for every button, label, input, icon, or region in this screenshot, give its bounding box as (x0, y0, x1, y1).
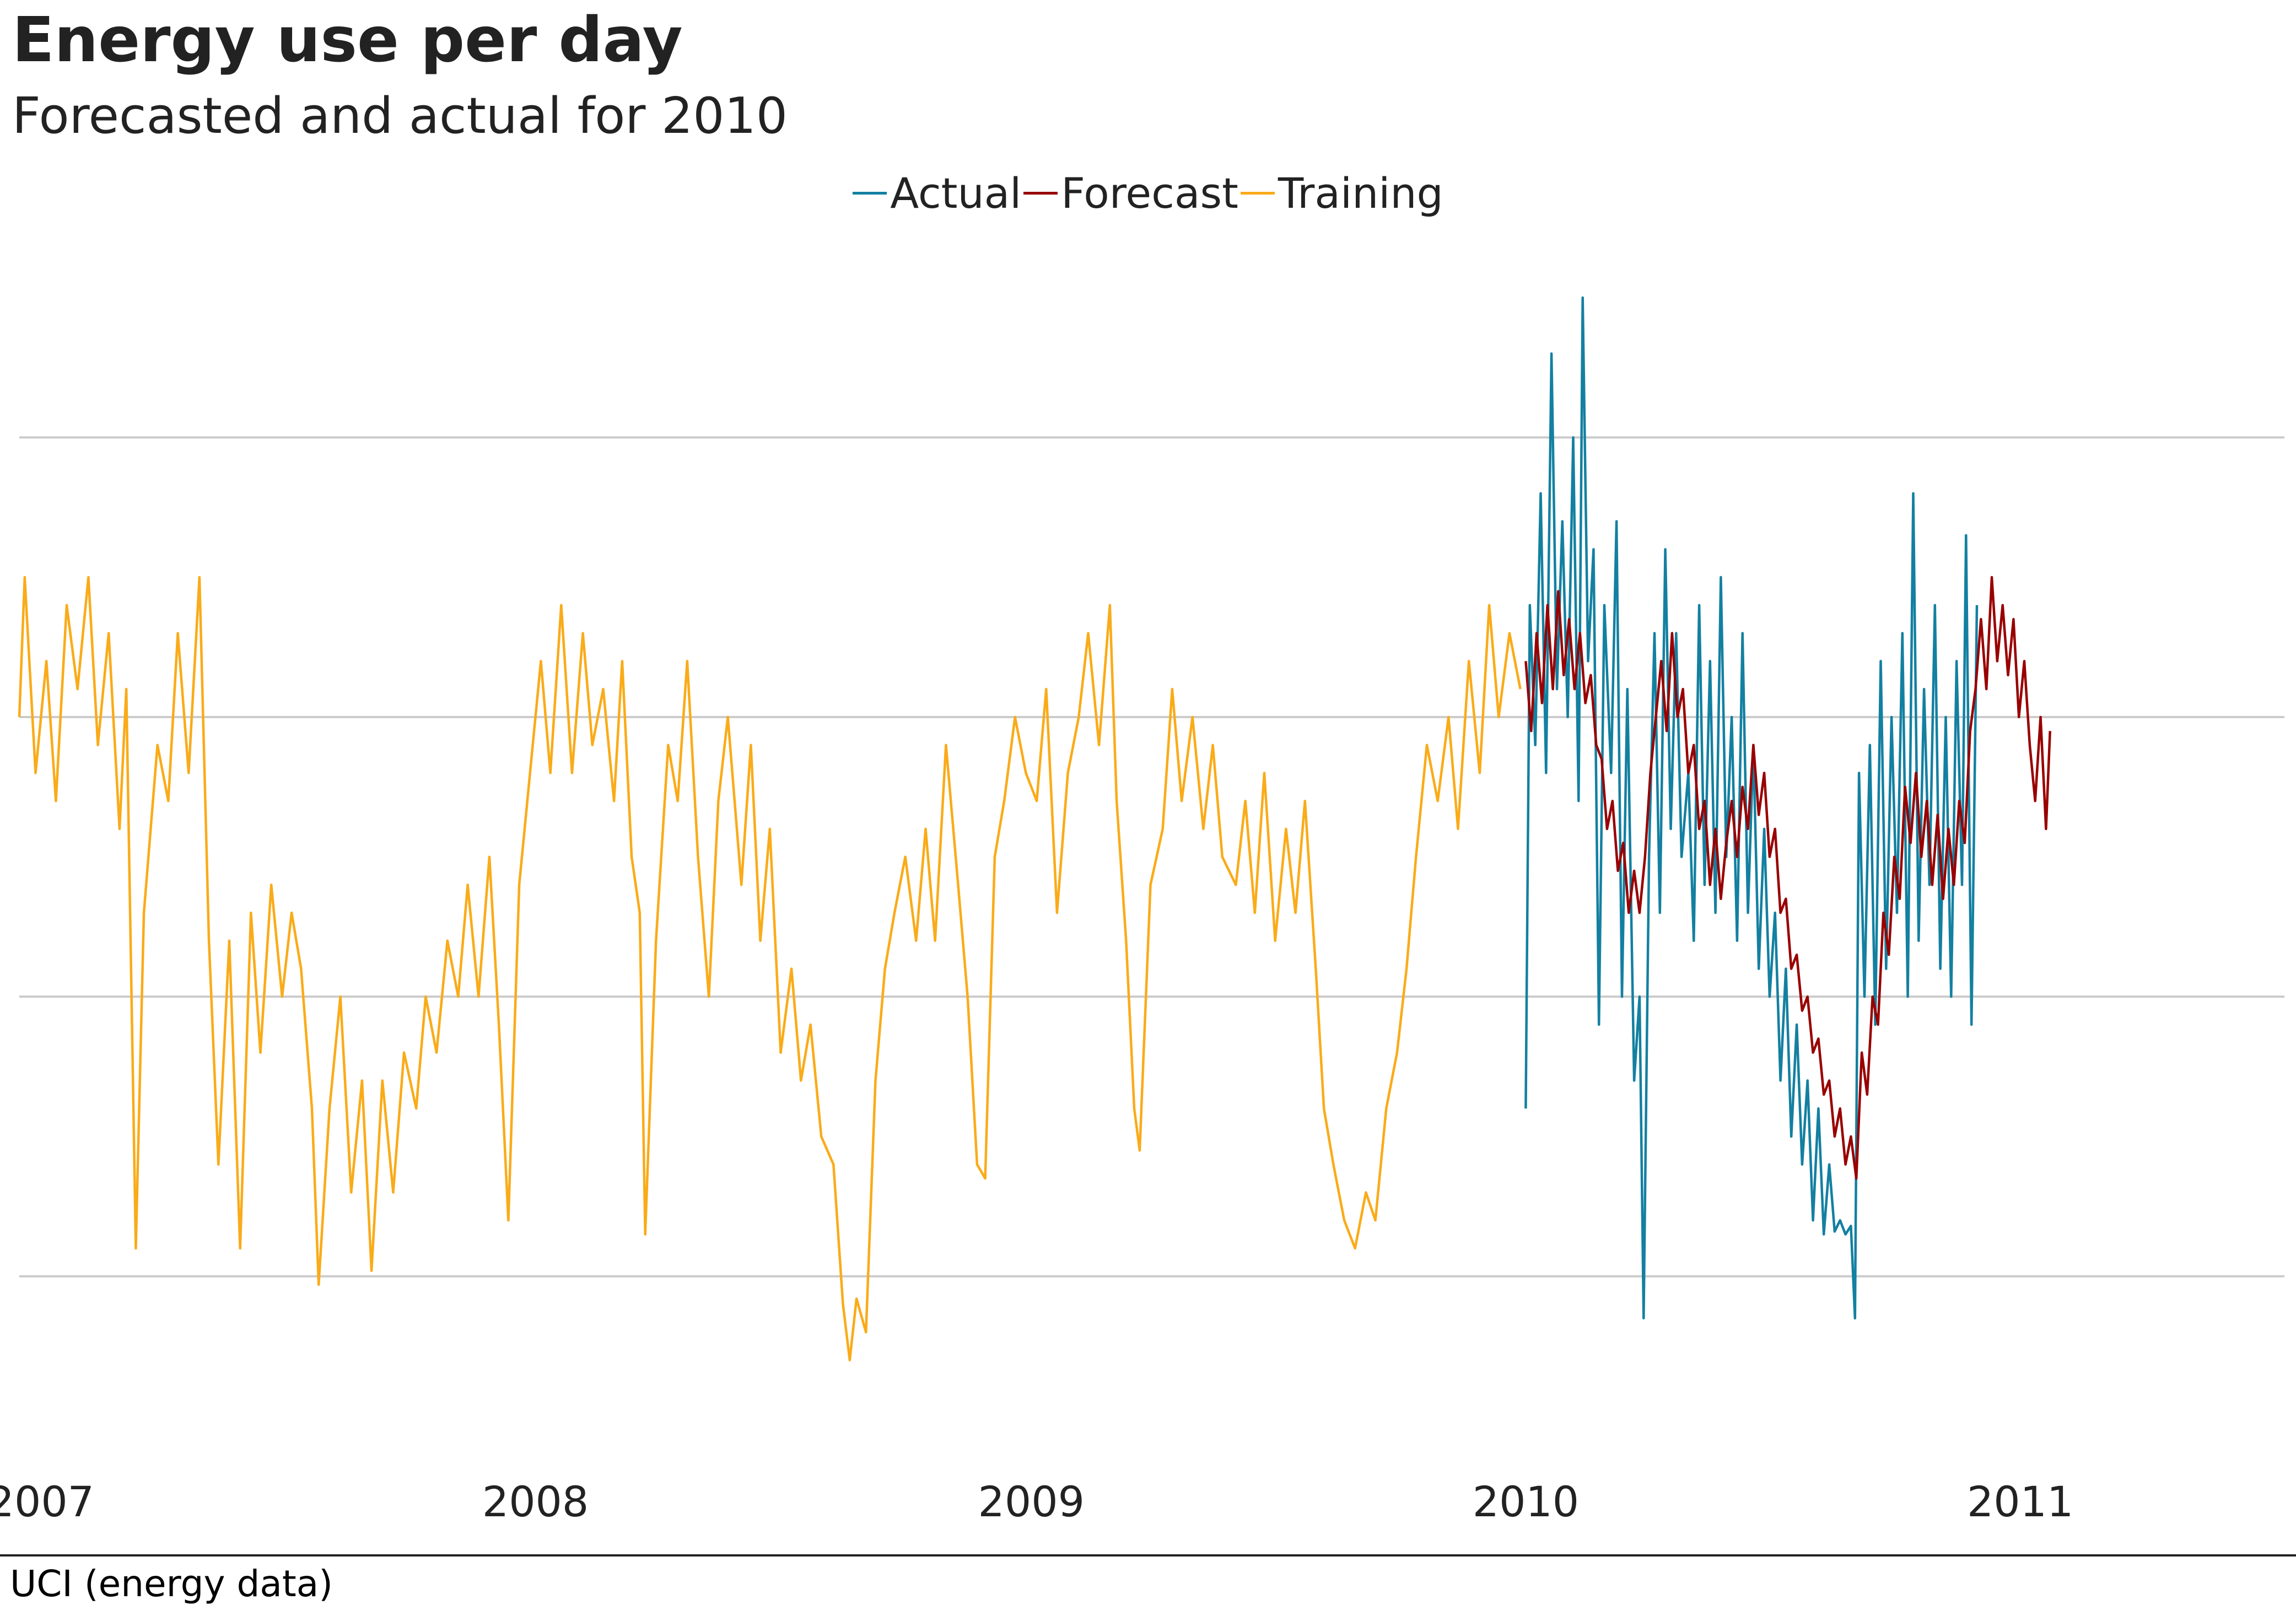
legend-item-training: Training (1240, 168, 1443, 218)
gridlines (19, 436, 2284, 1278)
source-caption: UCI (energy data) (10, 1563, 333, 1605)
x-tick-label-2011: 2011 (1966, 1477, 2074, 1526)
source-divider (0, 1554, 2296, 1556)
legend-swatch-forecast (1023, 191, 1058, 195)
x-tick-label-2007: 2007 (0, 1477, 95, 1526)
chart-title: Energy use per day (12, 4, 683, 76)
series-line-training (18, 576, 1522, 1362)
legend-label-actual: Actual (890, 168, 1022, 218)
legend-swatch-actual (853, 191, 887, 195)
x-tick-label-2008: 2008 (482, 1477, 589, 1526)
legend-swatch-training (1240, 191, 1275, 195)
x-tick-label-2009: 2009 (978, 1477, 1085, 1526)
chart-legend: Actual Forecast Training (0, 168, 2296, 218)
legend-label-forecast: Forecast (1061, 168, 1238, 218)
legend-item-actual: Actual (853, 169, 1021, 218)
chart-subtitle: Forecasted and actual for 2010 (12, 87, 788, 145)
series-line-actual (1524, 296, 1979, 1319)
legend-label-training: Training (1278, 168, 1443, 218)
series-line-forecast (1524, 576, 2051, 1180)
legend-item-forecast: Forecast (1023, 169, 1238, 218)
series-layer (18, 296, 2051, 1362)
x-tick-label-2010: 2010 (1472, 1477, 1580, 1526)
